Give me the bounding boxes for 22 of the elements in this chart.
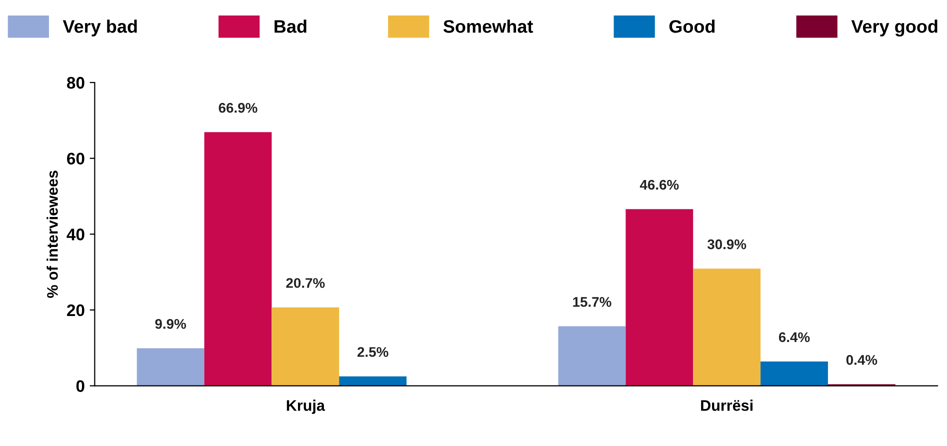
- legend-label: Good: [669, 20, 715, 33]
- y-tick-label: 60: [67, 152, 84, 165]
- y-tick-label: 80: [66, 76, 84, 89]
- legend-label: Somewhat: [443, 20, 533, 33]
- data-label: 20.7%: [286, 278, 325, 288]
- data-label: 15.7%: [573, 297, 612, 307]
- data-label: 2.5%: [357, 347, 388, 357]
- y-axis-title: % of interviewees: [46, 170, 58, 298]
- legend-label: Bad: [274, 20, 306, 33]
- y-tick-label: 40: [66, 228, 84, 240]
- data-label: 46.6%: [640, 180, 679, 190]
- data-label: 66.9%: [218, 102, 258, 113]
- data-label: 0.4%: [846, 355, 878, 365]
- legend-label: Very good: [851, 20, 938, 37]
- data-label: 6.4%: [778, 332, 810, 342]
- data-label: 30.9%: [707, 239, 746, 250]
- y-tick-label: 0: [76, 380, 84, 392]
- data-label: 9.9%: [155, 319, 186, 329]
- y-tick-label: 20: [67, 304, 84, 316]
- x-tick-label: Kruja: [286, 400, 326, 414]
- x-tick-label: Durrësi: [701, 400, 752, 411]
- legend-label: Very bad: [62, 20, 137, 36]
